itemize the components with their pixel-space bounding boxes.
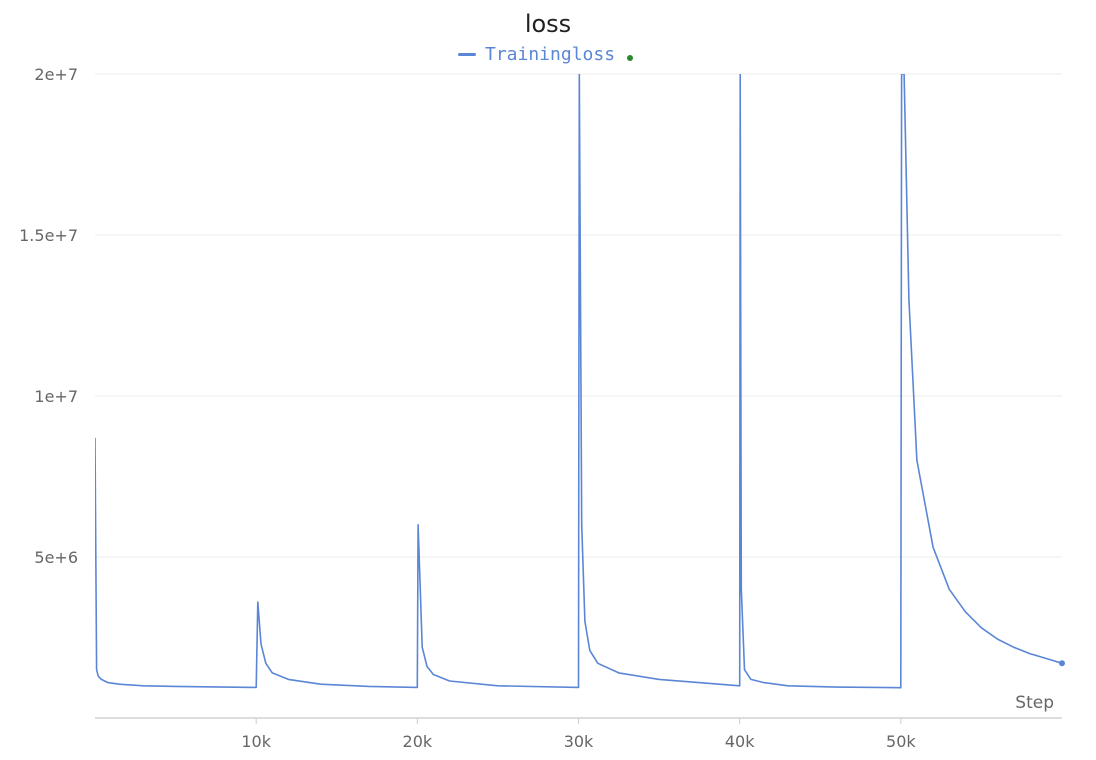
y-tick-label: 5e+6 (34, 548, 78, 567)
series-layer (95, 74, 1065, 689)
legend[interactable]: Trainingloss (458, 44, 634, 65)
x-tick-label: 50k (886, 732, 916, 751)
legend-series-label: Trainingloss (485, 44, 616, 65)
series-last-point[interactable] (1059, 660, 1065, 667)
chart-title: loss (524, 10, 572, 38)
y-tick-label: 1e+7 (34, 387, 78, 406)
x-tick-label: 30k (564, 732, 594, 751)
tick-labels: 5e+6 1e+7 1.5e+7 2e+7 10k 20k 30k 40k 50k Step (19, 65, 1054, 751)
axes (95, 717, 1062, 724)
x-tick-label: 20k (403, 732, 433, 751)
x-tick-label: 10k (241, 732, 271, 751)
x-axis-title: Step (1015, 693, 1054, 713)
legend-swatch (458, 53, 476, 56)
x-tick-label: 40k (725, 732, 755, 751)
y-tick-label: 2e+7 (34, 65, 78, 84)
series-line-trainingloss[interactable] (95, 74, 1063, 689)
y-tick-label: 1.5e+7 (19, 226, 78, 245)
legend-status-dot (627, 54, 634, 61)
